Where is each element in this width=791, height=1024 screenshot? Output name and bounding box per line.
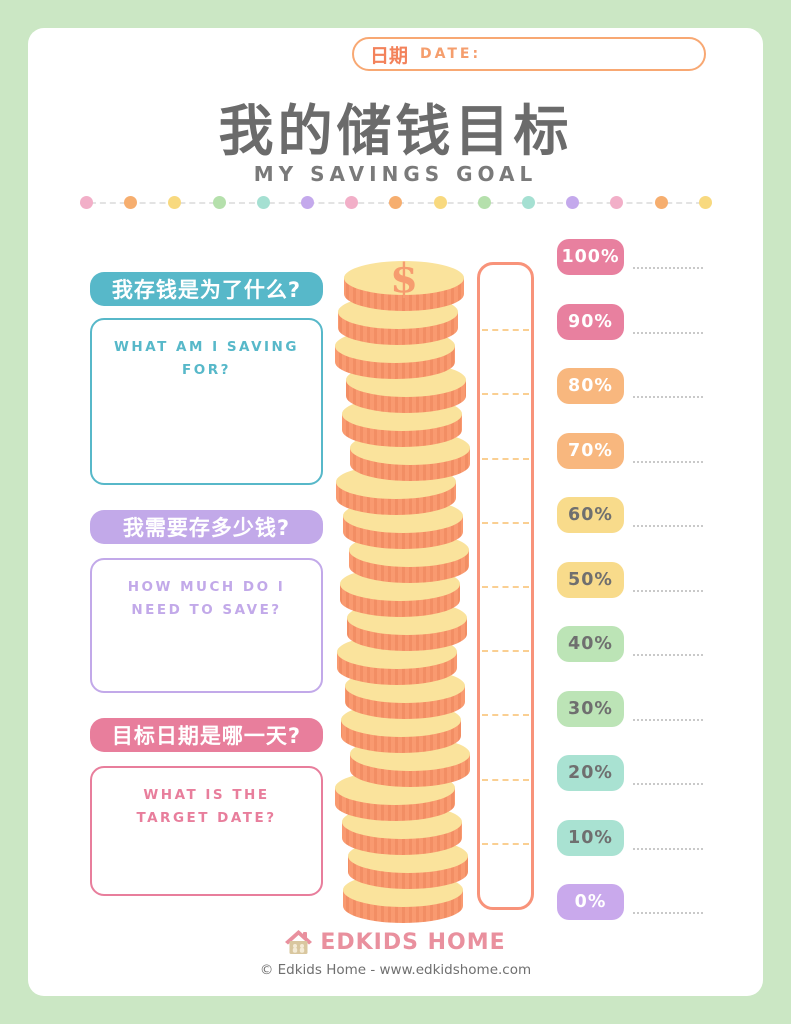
percent-pill-100: 100% — [557, 239, 624, 275]
amount-write-line — [633, 912, 703, 914]
percent-pill-80: 80% — [557, 368, 624, 404]
coin: $ — [344, 258, 464, 311]
amount-write-line — [633, 460, 703, 463]
dollar-symbol: $ — [390, 258, 418, 302]
divider-dot — [256, 195, 270, 209]
page-title: 我的储钱目标 — [218, 99, 573, 163]
answer-box-prompt: WHAT IS THE TARGET DATE? — [136, 787, 277, 826]
percent-pill-60: 60% — [557, 497, 624, 533]
percent-pill-70: 70% — [557, 432, 624, 469]
brand-name: EDKIDS HOME — [320, 930, 506, 955]
amount-write-line — [633, 783, 703, 785]
section-heading-saving-for: 我存钱是为了什么? — [90, 272, 323, 306]
answer-box-prompt: WHAT AM I SAVING FOR? — [114, 339, 299, 378]
page-subtitle: MY SAVINGS GOAL — [253, 162, 538, 186]
thermometer-segment-line — [482, 586, 529, 588]
percent-pill-40: 40% — [557, 626, 624, 662]
progress-thermometer — [477, 262, 534, 910]
section-heading-how-much: 我需要存多少钱? — [90, 510, 323, 544]
divider-dot — [654, 195, 668, 209]
divider-dot — [124, 195, 138, 209]
percent-pill-0: 0% — [557, 884, 624, 920]
divider-dot — [433, 195, 447, 209]
amount-write-line — [633, 589, 703, 592]
divider-dot — [212, 195, 226, 209]
answer-box-how-much: HOW MUCH DO I NEED TO SAVE? — [90, 558, 323, 693]
date-field: 日期 DATE: — [352, 37, 706, 71]
divider-dot — [168, 195, 182, 209]
thermometer-segment-line — [482, 329, 529, 332]
divider-dot — [389, 195, 403, 209]
answer-box-target-date: WHAT IS THE TARGET DATE? — [90, 766, 323, 896]
divider-dot — [80, 195, 93, 209]
amount-write-line — [633, 331, 703, 334]
percent-pill-30: 30% — [557, 690, 624, 727]
thermometer-segment-line — [482, 650, 529, 653]
amount-write-line — [633, 267, 703, 269]
divider-dot — [522, 195, 536, 209]
divider-dot — [566, 195, 580, 209]
section-heading-target-date: 目标日期是哪一天? — [90, 718, 323, 752]
divider-dot — [610, 195, 624, 209]
divider-dot — [477, 195, 491, 209]
divider-dot — [698, 195, 712, 209]
brand-logo: EDKIDS HOME — [28, 930, 763, 955]
divider-dots — [80, 195, 712, 209]
thermometer-segment-line — [482, 842, 529, 845]
coin — [345, 669, 465, 719]
worksheet-page: 日期 DATE: 我的储钱目标 MY SAVINGS GOAL 我存钱是为了什么… — [28, 28, 763, 996]
amount-write-line — [633, 654, 703, 656]
percent-pill-50: 50% — [557, 561, 624, 598]
amount-write-line — [633, 718, 703, 721]
divider-dot — [345, 195, 359, 209]
date-label-cn: 日期 — [370, 44, 409, 67]
amount-write-line — [633, 847, 703, 850]
thermometer-segment-line — [482, 778, 529, 781]
thermometer-segment-line — [482, 457, 529, 460]
house-icon — [285, 930, 313, 954]
date-label-en: DATE: — [420, 46, 482, 62]
percent-pill-20: 20% — [557, 755, 624, 791]
answer-box-saving-for: WHAT AM I SAVING FOR? — [90, 318, 323, 485]
coin-stack-illustration: $ — [335, 258, 470, 923]
amount-write-line — [633, 396, 703, 398]
amount-write-line — [633, 525, 703, 527]
percent-pill-10: 10% — [557, 819, 624, 856]
answer-box-prompt: HOW MUCH DO I NEED TO SAVE? — [127, 579, 286, 618]
thermometer-segment-line — [482, 393, 529, 396]
thermometer-segment-line — [482, 521, 529, 524]
copyright-line: © Edkids Home - www.edkidshome.com — [259, 962, 532, 978]
percent-pill-90: 90% — [557, 303, 624, 340]
divider-dot — [301, 195, 315, 209]
thermometer-segment-line — [482, 714, 529, 717]
